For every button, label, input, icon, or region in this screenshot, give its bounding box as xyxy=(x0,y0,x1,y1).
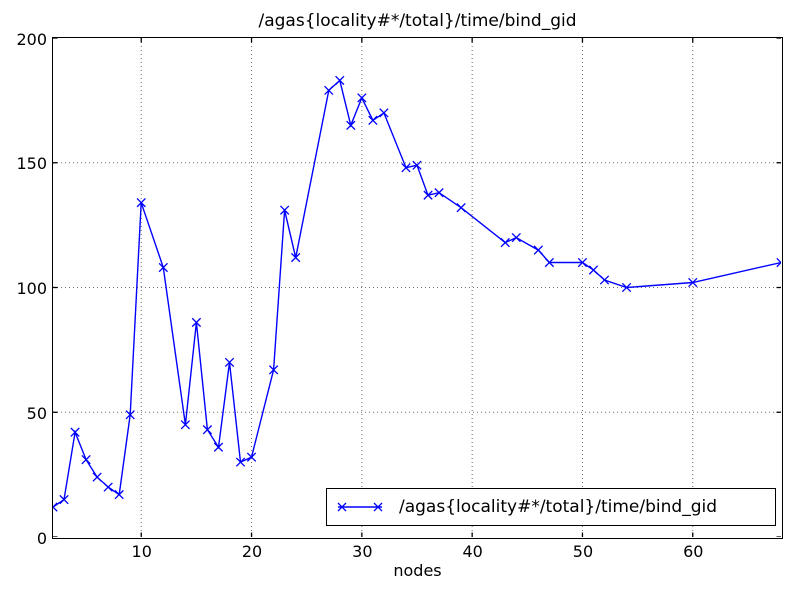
legend-series-label: /agas{locality#*/total}/time/bind_gid xyxy=(399,497,717,517)
y-tick-label: 200 xyxy=(16,29,47,49)
x-tick-label: 30 xyxy=(352,542,373,561)
plot-area xyxy=(52,37,783,539)
x-tick-label: 50 xyxy=(572,542,594,561)
y-tick-label: 50 xyxy=(26,403,47,423)
y-tick-label: 0 xyxy=(36,528,47,548)
x-tick-label: 10 xyxy=(131,542,152,561)
legend-line-sample-icon xyxy=(337,502,383,512)
x-tick-label: 60 xyxy=(683,542,704,561)
legend: /agas{locality#*/total}/time/bind_gid xyxy=(326,488,776,526)
x-tick-label: 40 xyxy=(462,542,483,561)
y-tick-label: 100 xyxy=(16,279,47,298)
x-tick-label: 20 xyxy=(241,542,263,561)
y-tick-label: 150 xyxy=(16,154,47,174)
line-chart-svg xyxy=(53,38,781,537)
chart-title: /agas{locality#*/total}/time/bind_gid xyxy=(258,11,577,31)
x-axis-label: nodes xyxy=(393,561,442,580)
